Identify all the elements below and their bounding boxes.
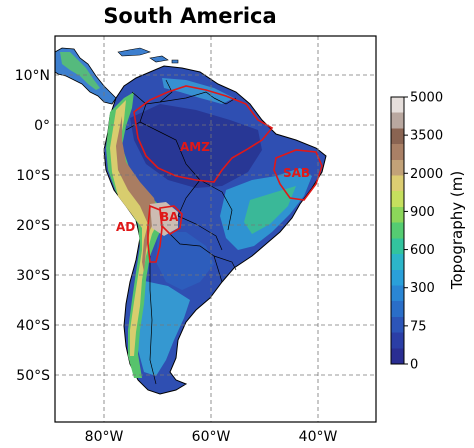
guiana-highlands (162, 78, 234, 104)
brazilian-plateau-high (244, 186, 296, 234)
country-borders (125, 79, 237, 385)
colorbar-label: Topography (m) (448, 171, 466, 290)
colorbar-tick-label: 300 (410, 281, 435, 296)
map-content (55, 47, 327, 395)
lat-tick-label: 10°N (15, 68, 50, 84)
colorbar-tick-label: 75 (410, 319, 427, 334)
lat-tick-label: 30°S (16, 268, 50, 284)
colorbar-tick-label: 0 (410, 358, 418, 373)
lat-tick-labels: 10°N 0° 10°S 20°S 30°S 40°S 50°S (15, 68, 50, 384)
caribbean-islands (117, 47, 179, 64)
altiplano (150, 202, 178, 236)
region-label-amz: AMZ (180, 140, 210, 154)
lat-tick-label: 20°S (16, 218, 50, 234)
colorbar-bar (390, 96, 405, 365)
region-label-ba: BA (160, 210, 179, 224)
lat-tick-label: 10°S (16, 168, 50, 184)
map-title: South America (103, 4, 277, 28)
colorbar-tick-label: 3500 (410, 129, 443, 144)
region-outline-sab (273, 149, 323, 201)
colorbar-ticks: 5000 3500 2000 900 600 300 75 0 (404, 91, 443, 373)
colorbar-tick-label: 900 (410, 205, 435, 220)
region-labels: AMZ SAB AD BA (116, 140, 310, 234)
region-outline-amz (133, 85, 274, 183)
map-frame (54, 35, 377, 423)
colorbar-tick-label: 600 (410, 243, 435, 258)
colorbar-tick-label: 2000 (410, 167, 443, 182)
patagonia-steppe (136, 280, 190, 376)
central-america-highlands (60, 52, 100, 90)
region-outline-ba (159, 205, 183, 236)
lon-tick-label: 80°W (85, 429, 124, 445)
lat-tick-label: 0° (34, 118, 50, 134)
colorbar: 5000 3500 2000 900 600 300 75 0 Topography (m) (390, 91, 466, 373)
pampas (156, 232, 214, 290)
colorbar-tick-label: 5000 (410, 91, 443, 106)
lat-tick-label: 40°S (16, 318, 50, 334)
region-label-sab: SAB (283, 166, 310, 180)
region-label-ad: AD (116, 220, 135, 234)
gridlines (55, 36, 376, 422)
lon-tick-labels: 80°W 60°W 40°W (85, 429, 338, 445)
lon-tick-label: 60°W (192, 429, 231, 445)
lon-tick-label: 40°W (299, 429, 338, 445)
lat-tick-label: 50°S (16, 368, 50, 384)
region-outlines (133, 85, 323, 263)
